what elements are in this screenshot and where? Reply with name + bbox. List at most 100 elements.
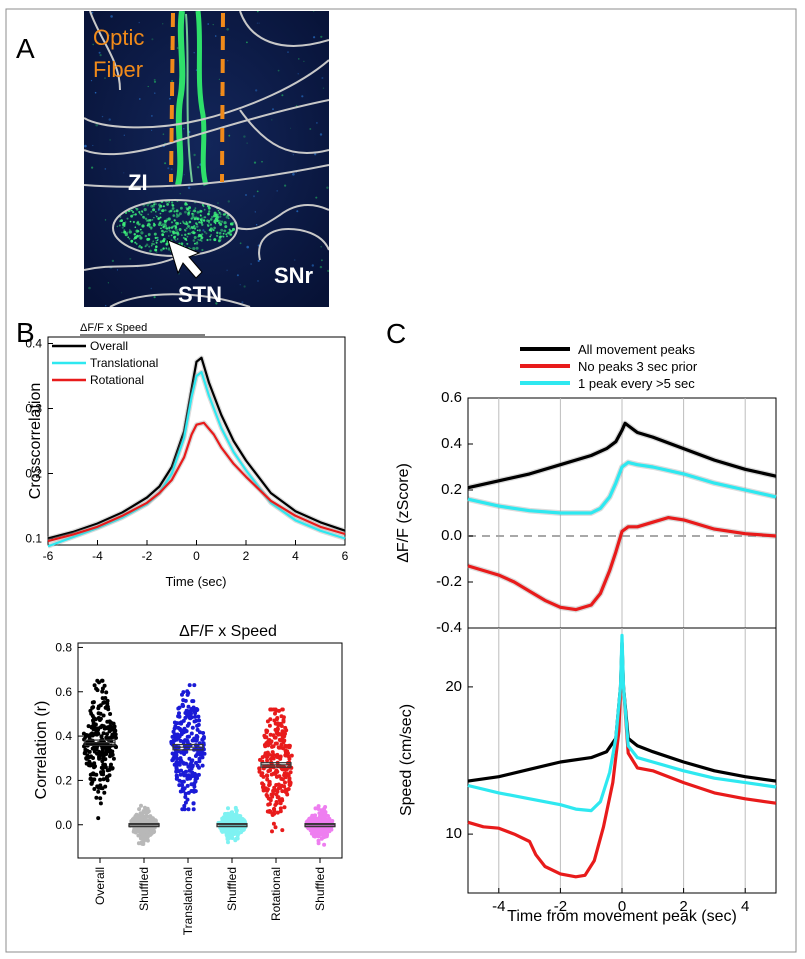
scatter-point (271, 753, 276, 757)
tissue-dot (256, 11, 259, 13)
scatter-point (225, 837, 230, 841)
scatter-point (91, 720, 96, 725)
fluorescence-dot (169, 209, 173, 213)
scatter-point (105, 768, 110, 773)
scatter-point (226, 840, 230, 845)
fluorescence-dot (210, 230, 212, 232)
category-label: Shuffled (313, 867, 327, 911)
x-tick-label: 4 (741, 898, 749, 915)
tissue-dot (123, 134, 125, 136)
tissue-dot (157, 209, 160, 211)
scatter-point (100, 678, 104, 683)
fluorescence-dot (150, 226, 153, 229)
scatter-point (192, 719, 197, 724)
scatter-point (275, 716, 280, 720)
scatter-point (183, 800, 188, 805)
scatter-point (98, 777, 103, 782)
fluorescence-dot (180, 206, 183, 210)
tissue-dot (169, 97, 171, 100)
fluorescence-dot (173, 219, 176, 222)
fluorescence-dot (226, 235, 228, 238)
tissue-dot (327, 269, 329, 272)
scatter-point (287, 745, 292, 750)
tissue-dot (256, 22, 258, 24)
tissue-dot (298, 58, 300, 60)
scatter-point (107, 729, 112, 734)
fluorescence-dot (219, 213, 222, 216)
b-top-ylabel: Crosscorrelation (27, 383, 44, 499)
tissue-dot (187, 186, 191, 190)
scatter-point (114, 735, 118, 740)
fiber-track-edge (195, 11, 209, 186)
scatter-point (142, 805, 147, 810)
fluorescence-dot (176, 213, 178, 215)
fluorescence-dot (181, 234, 183, 237)
fluorescence-dot (201, 240, 203, 242)
scatter-point (101, 777, 106, 782)
scatter-point (111, 721, 116, 726)
fluorescence-dot (219, 222, 223, 226)
tissue-dot (153, 78, 156, 81)
fluorescence-dot (148, 245, 151, 248)
fluorescence-dot (140, 231, 144, 235)
fluorescence-dot (140, 213, 143, 216)
c-bottom-ylabel: Speed (cm/sec) (398, 704, 415, 816)
scatter-point (261, 788, 266, 793)
scatter-point (224, 816, 229, 821)
tissue-dot (116, 269, 119, 271)
stn-arrow-icon (167, 239, 203, 279)
series-line-1-peak-every-5-sec (467, 460, 777, 515)
tissue-dot (99, 54, 102, 57)
scatter-point (82, 751, 87, 756)
fluorescence-dot (187, 213, 189, 215)
fluorescence-dot (165, 227, 169, 230)
fluorescence-dot (170, 234, 173, 237)
scatter-point (87, 755, 92, 760)
scatter-point (105, 732, 109, 737)
fluorescence-dot (185, 206, 188, 209)
scatter-point (95, 751, 99, 756)
scatter-point (190, 738, 195, 743)
fluorescence-dot (151, 219, 154, 221)
b-top-legend: ΔF/F x Speed Overall Translational Rotat… (52, 322, 205, 387)
fluorescence-dot (213, 238, 217, 242)
tissue-dot (284, 184, 287, 187)
tissue-dot (246, 245, 249, 249)
tissue-dot (111, 259, 115, 263)
fluorescence-dot (199, 214, 202, 217)
label-fiber: Fiber (93, 57, 143, 82)
scatter-point (197, 759, 202, 764)
scatter-point (185, 783, 190, 788)
fluorescence-dot (224, 225, 228, 229)
scatter-point (102, 726, 107, 731)
scatter-point (199, 749, 204, 754)
fluorescence-dot (154, 236, 157, 240)
scatter-point (263, 753, 267, 758)
scatter-point (193, 774, 198, 778)
tissue-dot (292, 173, 295, 176)
scatter-point (180, 692, 184, 697)
tissue-dot (149, 249, 152, 253)
fluorescence-dot (195, 241, 199, 245)
category-label: Shuffled (225, 867, 239, 911)
fluorescence-dot (194, 231, 196, 234)
fluorescence-dot (227, 215, 230, 217)
tissue-dot (162, 23, 164, 25)
scatter-point (271, 707, 276, 712)
y-tick-label: 0.4 (25, 337, 42, 351)
scatter-point (136, 841, 141, 846)
fluorescence-dot (127, 236, 130, 239)
scatter-point (316, 807, 321, 811)
scatter-point (190, 725, 195, 730)
tissue-dot (297, 73, 299, 75)
fluorescence-dot (153, 232, 157, 236)
scatter-point (170, 734, 175, 739)
tissue-dot (154, 92, 156, 94)
fluorescence-dot (135, 229, 139, 233)
scatter-point (274, 730, 279, 735)
scatter-point (170, 758, 175, 763)
scatter-point (89, 781, 94, 786)
scatter-group-6 (304, 804, 336, 847)
scatter-point (276, 786, 281, 791)
scatter-point (201, 736, 206, 741)
